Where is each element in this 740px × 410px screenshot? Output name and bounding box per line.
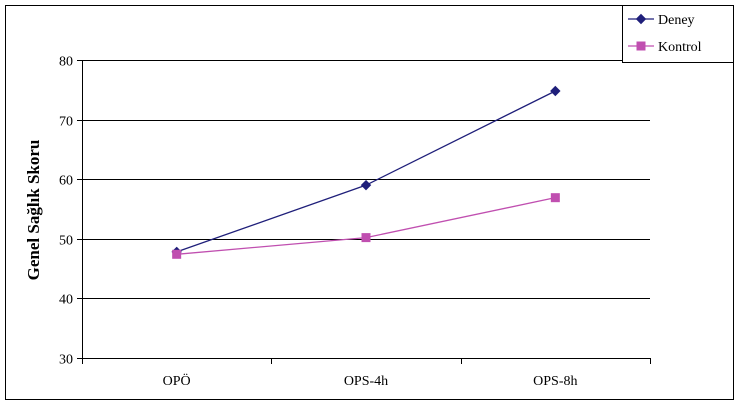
y-tick-labels: 30 40 50 60 70 80 [59, 55, 73, 368]
x-tick-labels: OPÖ OPS-4h OPS-8h [163, 372, 578, 389]
legend: Deney Kontrol [622, 5, 734, 63]
data-point-marker [550, 85, 561, 97]
x-tick-label: OPS-8h [533, 374, 577, 389]
series-group [171, 85, 561, 259]
data-point-marker [361, 233, 371, 243]
legend-item: Kontrol [628, 40, 702, 55]
y-tick-label: 70 [59, 115, 73, 130]
y-axis-label: Genel Sağlık Skoru [24, 140, 43, 281]
data-point-marker [172, 249, 182, 259]
series-deney [171, 85, 561, 258]
gridlines [82, 60, 650, 299]
y-tick-label: 30 [59, 353, 73, 368]
x-tick-label: OPÖ [163, 372, 191, 389]
y-tick-label: 60 [59, 174, 73, 189]
y-tick-label: 40 [59, 293, 73, 308]
data-point-marker [550, 193, 560, 203]
legend-label: Deney [658, 13, 695, 28]
series-kontrol [172, 193, 560, 259]
y-tick-label: 80 [59, 55, 73, 70]
axes [77, 60, 651, 364]
chart-border [5, 5, 734, 400]
data-point-marker [636, 41, 646, 51]
data-point-marker [635, 13, 647, 25]
legend-label: Kontrol [658, 40, 702, 55]
data-point-marker [360, 179, 372, 191]
y-tick-label: 50 [59, 234, 73, 249]
x-tick-label: OPS-4h [344, 374, 388, 389]
legend-item: Deney [628, 13, 695, 28]
